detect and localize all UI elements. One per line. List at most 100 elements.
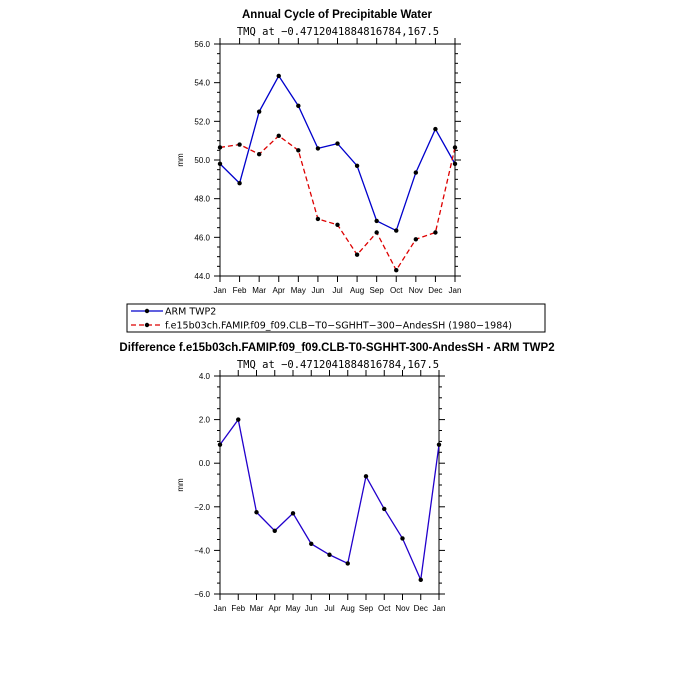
- chart2-xtick-label: Mar: [250, 604, 264, 613]
- chart1-xtick-label: Oct: [390, 286, 403, 295]
- chart2-ytick-label: −2.0: [194, 503, 210, 512]
- chart2-y-axis-label: mm: [176, 478, 185, 492]
- chart1-series-point-0: [296, 103, 301, 109]
- chart1-series-point-0: [256, 109, 262, 114]
- chart1-series-point-0: [335, 141, 340, 146]
- legend-label-model: f.e15b03ch.FAMIP.f09_f09.CLB−T0−SGHHT−30…: [165, 321, 512, 332]
- chart2-ytick-label: 4.0: [199, 372, 211, 381]
- chart2-xtick-label: Sep: [359, 604, 374, 613]
- chart2-xtick-label: Jan: [214, 604, 227, 613]
- chart1-xtick-label: Jul: [332, 286, 342, 295]
- chart1-series-point-1: [217, 145, 223, 150]
- chart1-series-line-0: [219, 74, 456, 232]
- chart2-xtick-label: Oct: [378, 604, 391, 613]
- chart1-xtick-label: Jun: [311, 286, 324, 295]
- legend-marker-model: [144, 322, 150, 328]
- chart1-series-point-0: [452, 161, 458, 167]
- chart1-xtick-label: Nov: [409, 286, 423, 295]
- chart1-series-point-1: [374, 230, 379, 235]
- chart1-series-point-1: [394, 268, 399, 273]
- chart2-x-axis: Jan Feb Mar Apr May Jun Jul Aug Sep Oct Nov Dec Jan: [214, 370, 446, 613]
- chart2-xtick-label: Aug: [341, 604, 355, 613]
- chart2-xtick-label: Jun: [305, 604, 318, 613]
- chart1-xtick-label: Mar: [252, 286, 266, 295]
- chart2-series-point-0: [217, 442, 223, 447]
- chart2-series-point-0: [400, 536, 405, 541]
- chart2-series-point-0: [236, 417, 241, 422]
- chart1-series-point-1: [276, 133, 281, 139]
- chart1-ytick-label: 44.0: [194, 272, 210, 281]
- chart1-series-point-0: [374, 218, 379, 224]
- chart2-plot-frame: [219, 375, 440, 595]
- chart2-series-point-0: [418, 577, 423, 583]
- chart1-series-point-0: [413, 170, 419, 175]
- chart2-title: Difference f.e15b03ch.FAMIP.f09_f09.CLB-…: [119, 342, 554, 354]
- chart2-xtick-label: Jan: [433, 604, 446, 613]
- chart2-series-point-0: [363, 474, 369, 479]
- chart2-series: [217, 417, 442, 583]
- chart1-series-point-0: [394, 228, 399, 233]
- chart1-legend: ARM TWP2 f.e15b03ch.FAMIP.f09_f09.CLB−T0…: [126, 303, 546, 333]
- chart2-ytick-label: 2.0: [199, 416, 211, 425]
- legend-frame: [126, 303, 546, 333]
- chart2-xtick-label: Nov: [395, 604, 409, 613]
- legend-marker-arm: [144, 308, 150, 314]
- chart2-ytick-label: −4.0: [194, 546, 210, 555]
- chart2-xtick-label: Dec: [414, 604, 428, 613]
- chart2-series-point-0: [327, 552, 332, 557]
- chart1-ytick-label: 52.0: [194, 117, 210, 126]
- chart1-series-point-1: [315, 216, 321, 222]
- chart1-series-point-0: [276, 73, 281, 79]
- chart1-series-point-1: [433, 230, 438, 235]
- chart1-plot-frame: [219, 43, 456, 277]
- chart1-y-axis: 44.0 46.0 48.0 50.0 52.0 54.0 56.0: [194, 40, 461, 281]
- chart1-ytick-label: 46.0: [194, 233, 210, 242]
- chart1-subtitle: TMQ at −0.4712041884816784,167.5: [237, 26, 439, 38]
- chart1-series-point-0: [237, 181, 242, 186]
- chart1-series-line-1: [219, 134, 456, 272]
- chart1-ytick-label: 56.0: [194, 40, 210, 49]
- chart1-xtick-label: Apr: [273, 286, 286, 295]
- chart2-xtick-label: Feb: [231, 604, 245, 613]
- chart1-series-point-1: [296, 148, 301, 153]
- legend-label-arm: ARM TWP2: [165, 307, 216, 318]
- chart2-xtick-label: Jul: [324, 604, 334, 613]
- chart2-subtitle: TMQ at −0.4712041884816784,167.5: [237, 359, 439, 371]
- chart2-series-point-0: [309, 541, 314, 547]
- chart1-ytick-label: 50.0: [194, 156, 210, 165]
- chart2-xtick-label: Apr: [269, 604, 282, 613]
- chart1-xtick-label: Jan: [214, 286, 227, 295]
- difference-chart: Difference f.e15b03ch.FAMIP.f09_f09.CLB-…: [119, 342, 554, 613]
- chart1-series-point-1: [413, 237, 419, 242]
- chart1-y-axis-label: mm: [176, 153, 185, 167]
- chart2-series-point-0: [290, 511, 296, 516]
- chart1-xtick-label: Jan: [449, 286, 462, 295]
- chart1-series-point-0: [315, 146, 321, 151]
- chart1-ytick-label: 54.0: [194, 79, 210, 88]
- chart1-xtick-label: Sep: [370, 286, 385, 295]
- chart2-xtick-label: May: [285, 604, 300, 613]
- chart2-series-point-0: [345, 561, 350, 566]
- chart1-series-point-0: [433, 126, 438, 132]
- chart1-series-point-1: [452, 145, 458, 150]
- chart1-xtick-label: May: [291, 286, 306, 295]
- chart2-series-point-0: [382, 506, 387, 512]
- chart2-series-point-0: [436, 442, 442, 447]
- chart1-series-point-0: [354, 163, 360, 168]
- chart1-series-point-1: [335, 222, 340, 227]
- chart2-series-point-0: [254, 510, 259, 515]
- chart1-series-point-1: [354, 252, 360, 257]
- chart2-series-point-0: [272, 528, 277, 533]
- chart1-title: Annual Cycle of Precipitable Water: [242, 9, 433, 21]
- chart1-series-point-1: [237, 142, 242, 147]
- chart2-ytick-label: 0.0: [199, 459, 211, 468]
- chart1-series: [217, 73, 458, 273]
- chart1-series-point-0: [217, 161, 223, 167]
- chart1-xtick-label: Feb: [233, 286, 247, 295]
- annual-cycle-chart: Annual Cycle of Precipitable Water TMQ a…: [126, 9, 546, 333]
- chart1-x-axis: Jan Feb Mar Apr May Jun Jul Aug Sep Oct Nov Dec Jan: [214, 38, 462, 295]
- chart1-ytick-label: 48.0: [194, 195, 210, 204]
- chart2-ytick-label: −6.0: [194, 590, 210, 599]
- chart2-y-axis: −6.0 −4.0 −2.0 0.0 2.0 4.0: [194, 372, 445, 599]
